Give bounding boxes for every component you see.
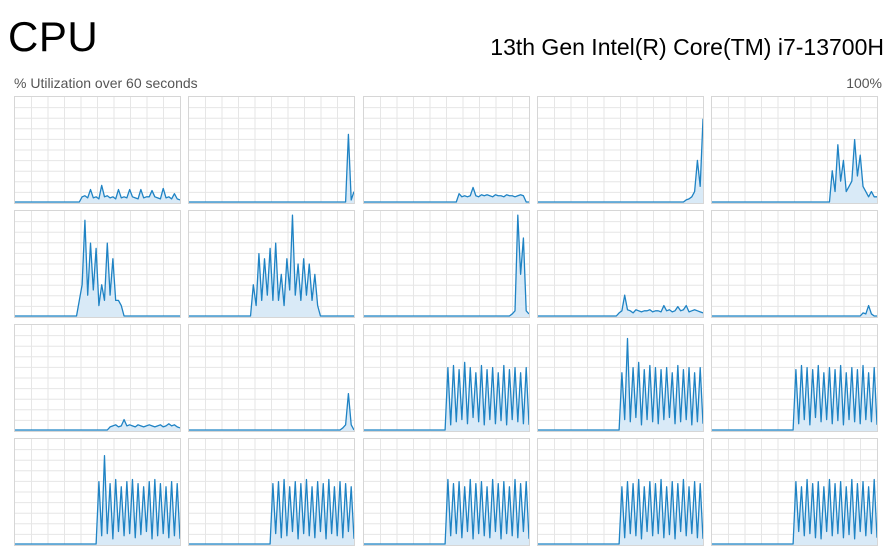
processor-graph-svg xyxy=(15,211,180,317)
utilization-area xyxy=(712,365,877,431)
processor-graph xyxy=(536,96,704,204)
processor-graph-svg xyxy=(363,439,529,545)
utilization-line xyxy=(537,294,703,317)
processor-graph xyxy=(711,324,878,432)
processor-graph-svg xyxy=(712,211,877,317)
processor-graph xyxy=(14,210,181,318)
processor-graph xyxy=(188,438,356,546)
processor-graph xyxy=(536,210,704,318)
processor-graph xyxy=(536,438,704,546)
processor-graph xyxy=(188,210,356,318)
utilization-line xyxy=(15,184,180,203)
processor-graph xyxy=(14,324,181,432)
processor-graph-svg xyxy=(712,439,877,545)
processor-graph-svg xyxy=(537,325,703,431)
processor-graph-svg xyxy=(712,97,877,203)
processor-graph-svg xyxy=(537,211,703,317)
processor-graph xyxy=(14,438,181,546)
utilization-line xyxy=(712,138,877,203)
processor-graph xyxy=(14,96,181,204)
max-percent-label: 100% xyxy=(846,75,882,91)
processor-graph xyxy=(711,96,878,204)
processor-graph xyxy=(362,210,530,318)
logical-processor-grid xyxy=(14,96,882,550)
utilization-area xyxy=(363,187,529,203)
processor-graph-svg xyxy=(363,97,529,203)
utilization-line xyxy=(15,418,180,431)
cpu-model-name: 13th Gen Intel(R) Core(TM) i7-13700H xyxy=(490,34,884,60)
utilization-line xyxy=(712,478,877,545)
utilization-area xyxy=(537,338,703,431)
processor-graph-svg xyxy=(537,97,703,203)
utilization-line xyxy=(15,219,180,317)
utilization-line xyxy=(189,478,355,545)
utilization-line xyxy=(363,478,529,545)
utilization-line xyxy=(363,214,529,317)
processor-graph xyxy=(536,324,704,432)
processor-graph xyxy=(711,210,878,318)
utilization-line xyxy=(189,214,355,317)
utilization-area xyxy=(15,455,180,545)
utilization-line xyxy=(712,364,877,431)
utilization-label: % Utilization over 60 seconds xyxy=(14,75,198,91)
processor-graph-svg xyxy=(363,211,529,317)
utilization-line xyxy=(189,133,355,203)
processor-graph xyxy=(188,96,356,204)
utilization-line xyxy=(363,186,529,203)
processor-graph-svg xyxy=(189,97,355,203)
utilization-line xyxy=(537,478,703,545)
page-title: CPU xyxy=(8,13,99,60)
processor-graph-svg xyxy=(15,97,180,203)
processor-graph xyxy=(188,324,356,432)
utilization-area xyxy=(363,362,529,431)
processor-graph-svg xyxy=(189,325,355,431)
processor-graph xyxy=(362,324,530,432)
processor-graph-svg xyxy=(363,325,529,431)
utilization-line xyxy=(712,304,877,317)
utilization-area xyxy=(15,419,180,431)
processor-graph-svg xyxy=(15,325,180,431)
processor-graph-svg xyxy=(537,439,703,545)
processor-graph-svg xyxy=(15,439,180,545)
utilization-line xyxy=(537,118,703,203)
utilization-line xyxy=(363,361,529,431)
utilization-line xyxy=(537,337,703,431)
processor-graph-svg xyxy=(189,439,355,545)
processor-graph-svg xyxy=(189,211,355,317)
processor-graph xyxy=(362,96,530,204)
utilization-line xyxy=(189,392,355,431)
processor-graph xyxy=(711,438,878,546)
utilization-area xyxy=(189,479,355,545)
utilization-area xyxy=(15,220,180,317)
utilization-area xyxy=(712,479,877,545)
processor-graph xyxy=(362,438,530,546)
utilization-area xyxy=(189,215,355,317)
processor-graph-svg xyxy=(712,325,877,431)
utilization-line xyxy=(15,454,180,545)
